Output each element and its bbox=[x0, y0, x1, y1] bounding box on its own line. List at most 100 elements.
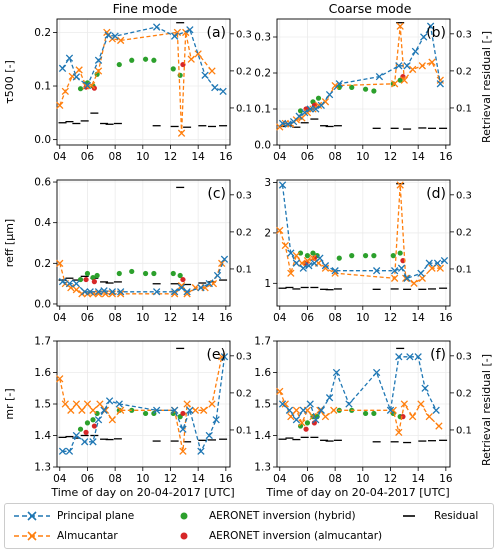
x-tick-label: 08 bbox=[328, 473, 341, 485]
y-tick-label: 1.6 bbox=[34, 367, 51, 379]
principal-plane-point bbox=[105, 397, 114, 405]
legend-label-principal-plane: Principal plane bbox=[57, 510, 135, 522]
aeronet-hybrid-point bbox=[142, 410, 149, 417]
x-tick-label: 04 bbox=[53, 312, 67, 324]
x-tick-label: 08 bbox=[328, 151, 341, 163]
y-tick-label: 0.2 bbox=[34, 258, 51, 270]
aeronet-hybrid-point bbox=[116, 407, 122, 413]
aeronet-hybrid-point bbox=[371, 253, 377, 259]
principal-plane-point bbox=[220, 255, 229, 263]
almucantar-line bbox=[279, 391, 440, 433]
principal-plane-point bbox=[284, 120, 292, 128]
almucantar-point bbox=[67, 284, 75, 292]
y-tick-label: 1.5 bbox=[254, 399, 271, 411]
y-axis-title: reff [µm] bbox=[3, 219, 16, 267]
principal-plane-point bbox=[205, 279, 213, 288]
almucantar-point bbox=[292, 251, 301, 260]
almucantar-point bbox=[287, 269, 295, 277]
aeronet-hybrid-point bbox=[310, 250, 316, 256]
legend-label-aeronet-hybrid: AERONET inversion (hybrid) bbox=[209, 510, 356, 522]
aeronet-hybrid-point bbox=[142, 56, 149, 62]
y-tick-label: 1.5 bbox=[34, 399, 51, 411]
almucantar-point bbox=[117, 36, 125, 45]
principal-plane-point bbox=[417, 269, 425, 277]
x-tick-label: 14 bbox=[411, 473, 425, 485]
aeronet-hybrid-point bbox=[371, 88, 377, 94]
residual-tick-label: 0.2 bbox=[456, 66, 472, 77]
principal-plane-point bbox=[58, 447, 67, 455]
principal-plane-point bbox=[335, 80, 343, 88]
aeronet-hybrid-point bbox=[177, 272, 183, 279]
aeronet-almucantar-point bbox=[83, 276, 89, 283]
principal-plane-point bbox=[397, 264, 406, 272]
column-title-coarse: Coarse mode bbox=[329, 1, 412, 16]
almucantar-point bbox=[402, 274, 410, 282]
almucantar-point bbox=[83, 400, 92, 408]
almucantar-point bbox=[298, 419, 306, 427]
aeronet-hybrid-point bbox=[116, 61, 122, 68]
aeronet-hybrid-point bbox=[90, 417, 96, 423]
almucantar-point bbox=[390, 274, 399, 282]
aeronet-almucantar-point bbox=[91, 279, 97, 285]
principal-plane-point bbox=[197, 447, 205, 455]
almucantar-point bbox=[428, 58, 436, 66]
aeronet-hybrid-point bbox=[362, 253, 369, 259]
x-tick-label: 08 bbox=[108, 151, 121, 163]
principal-plane-point bbox=[426, 22, 435, 30]
almucantar-point bbox=[61, 400, 69, 408]
almucantar-point bbox=[187, 55, 195, 63]
almucantar-point bbox=[61, 87, 69, 96]
y-tick-label: 0.0 bbox=[34, 134, 51, 146]
principal-plane-point bbox=[201, 71, 209, 79]
y-tick-label: 1.4 bbox=[34, 430, 51, 442]
y-tick-label: 0.2 bbox=[34, 27, 51, 39]
x-tick-label: 12 bbox=[164, 151, 177, 163]
almucantar-point bbox=[418, 62, 426, 70]
almucantar-point bbox=[330, 406, 338, 414]
x-tick-label: 16 bbox=[439, 312, 453, 324]
principal-plane-point bbox=[299, 406, 307, 414]
principal-plane-point bbox=[301, 108, 309, 117]
y-tick-label: 1.7 bbox=[254, 336, 271, 348]
principal-plane-point bbox=[58, 277, 67, 286]
principal-plane-point bbox=[403, 62, 411, 70]
principal-plane-point bbox=[372, 267, 381, 275]
aeronet-almucantar-point bbox=[180, 410, 186, 417]
x-tick-label: 12 bbox=[384, 473, 397, 485]
y-tick-label: 0.0 bbox=[34, 298, 51, 310]
axes-frame bbox=[56, 18, 231, 146]
principal-plane-point bbox=[395, 62, 403, 70]
aeronet-hybrid-point bbox=[77, 86, 84, 92]
principal-plane-point bbox=[306, 400, 314, 408]
aeronet-hybrid-point bbox=[142, 270, 149, 277]
legend-item-residual: Residual bbox=[390, 509, 478, 523]
principal-plane-point bbox=[108, 288, 117, 296]
principal-plane-point bbox=[65, 447, 74, 455]
green-dot-icon bbox=[180, 512, 188, 520]
principal-plane-point bbox=[94, 288, 103, 296]
y-axis-title: mr [-] bbox=[3, 388, 16, 419]
almucantar-point bbox=[281, 241, 289, 250]
almucantar-point bbox=[298, 259, 306, 267]
panel-label: (e) bbox=[206, 347, 226, 363]
principal-plane-point bbox=[421, 384, 429, 392]
principal-plane-point bbox=[386, 406, 395, 414]
almucantar-line bbox=[59, 30, 213, 134]
principal-plane-point bbox=[83, 81, 92, 90]
principal-plane-point bbox=[220, 353, 229, 361]
x-tick-label: 16 bbox=[439, 473, 453, 485]
panel-label: (b) bbox=[426, 25, 446, 41]
principal-plane-point bbox=[312, 416, 320, 424]
aeronet-hybrid-point bbox=[129, 268, 135, 275]
x-tick-label: 06 bbox=[81, 473, 95, 485]
x-axis-title-right: Time of day on 20-04-2017 [UTC] bbox=[265, 486, 449, 499]
almucantar-point bbox=[400, 400, 408, 408]
x-tick-label: 06 bbox=[301, 312, 315, 324]
legend-item-principal-plane: Principal plane bbox=[13, 509, 134, 523]
x-tick-label: 06 bbox=[301, 473, 315, 485]
almucantar-point bbox=[435, 422, 443, 430]
aeronet-almucantar-point bbox=[303, 426, 309, 432]
almucantar-point bbox=[400, 76, 408, 84]
axes-frame bbox=[276, 18, 451, 146]
principal-plane-point bbox=[285, 406, 294, 414]
